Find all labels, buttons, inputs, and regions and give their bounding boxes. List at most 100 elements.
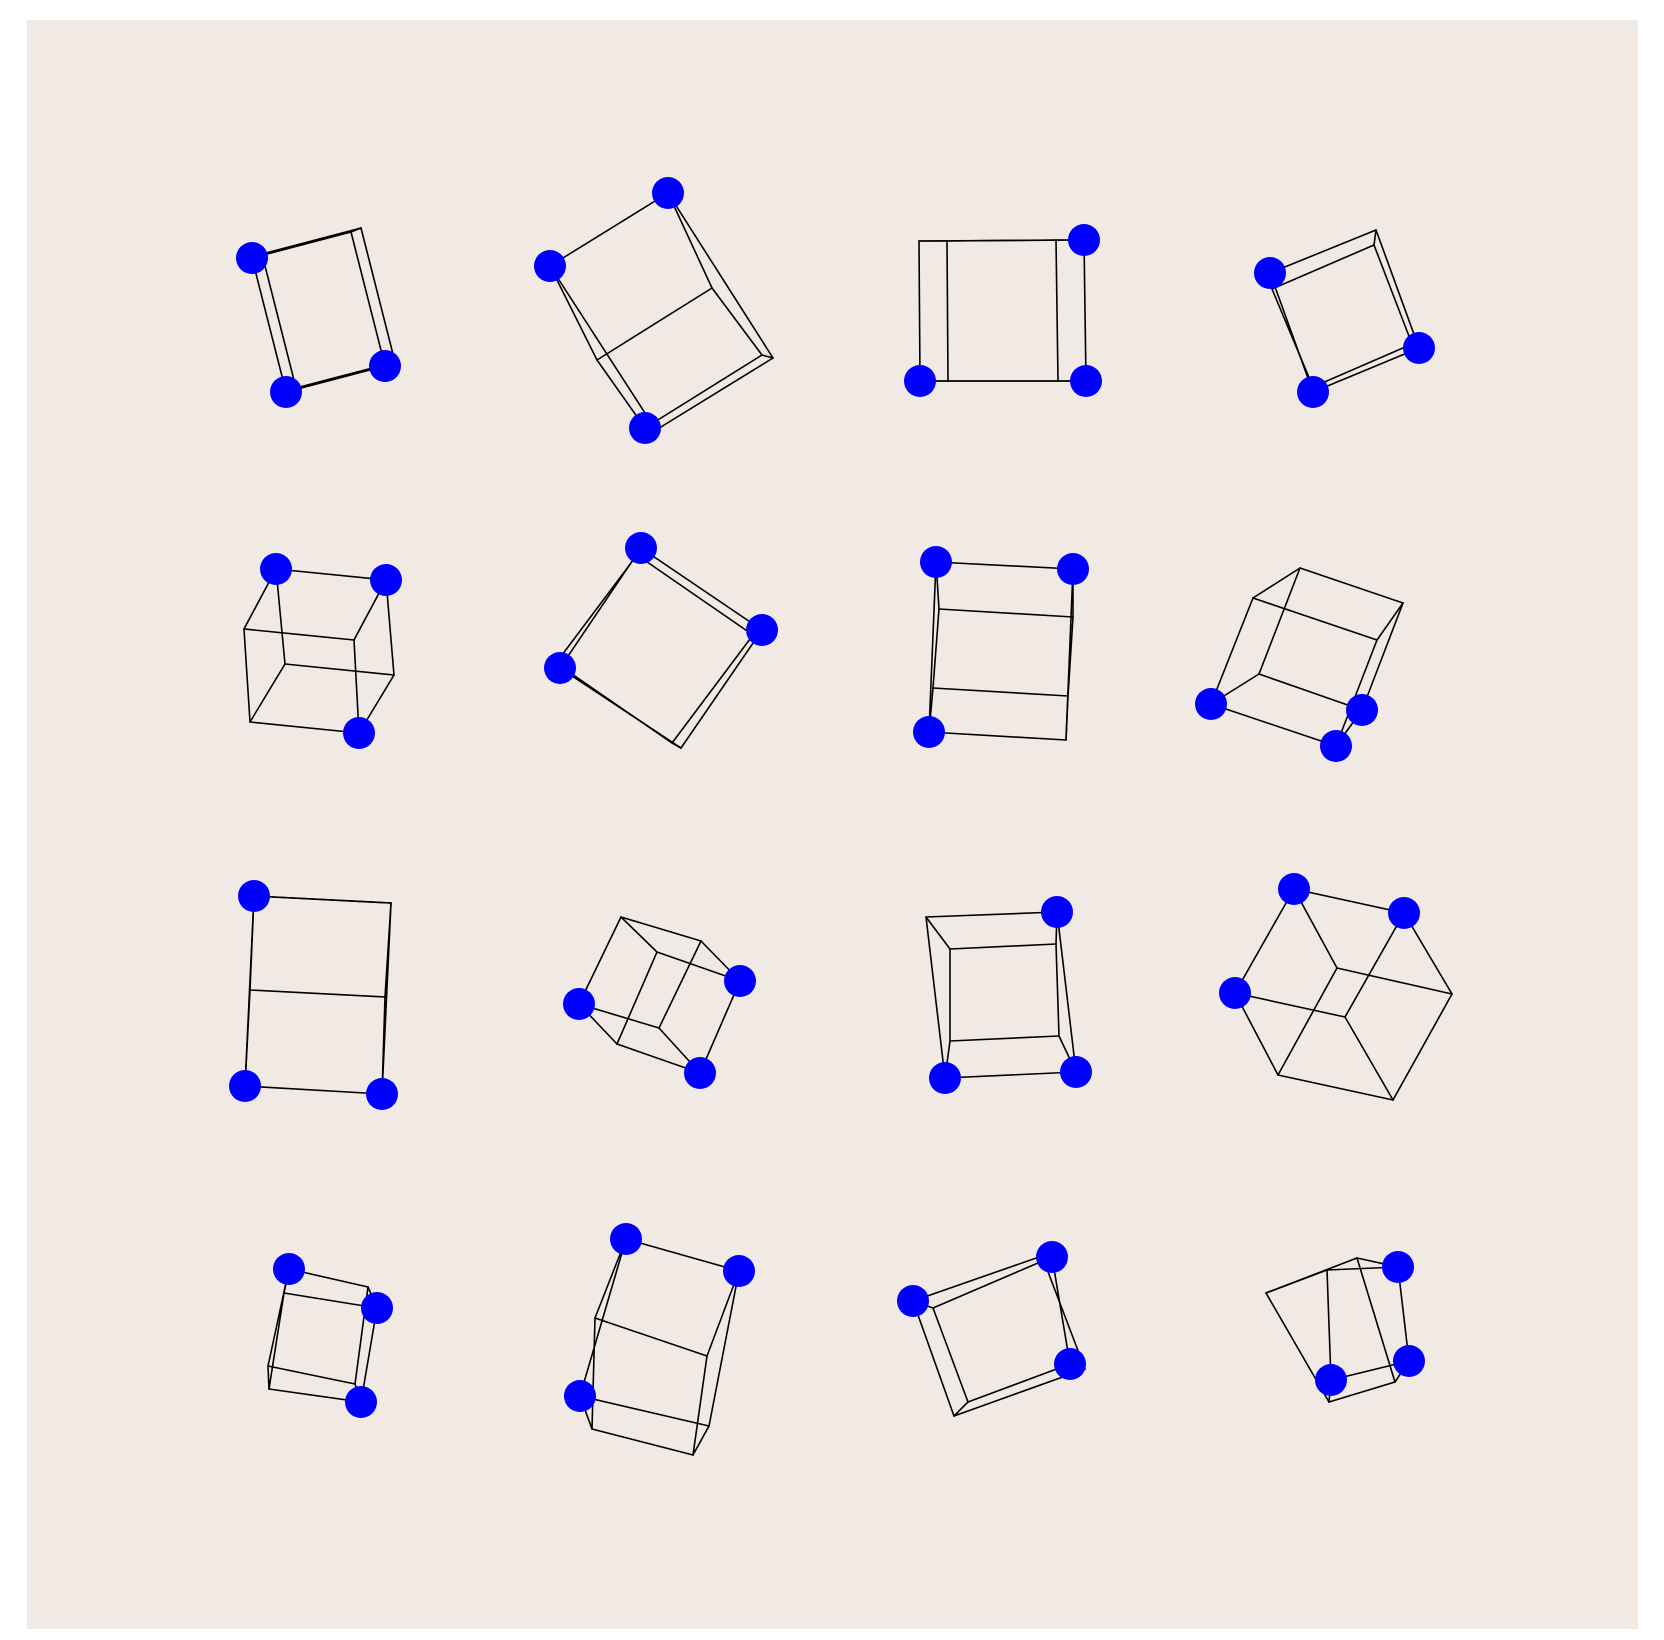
vertex-marker[interactable] (1254, 257, 1286, 289)
vertex-marker[interactable] (684, 1057, 716, 1089)
vertex-marker[interactable] (260, 553, 292, 585)
cube-edge (671, 742, 682, 749)
cube-edge (680, 629, 763, 749)
cube-edge (946, 240, 949, 382)
cube-edge (918, 240, 921, 382)
cube-edge (275, 568, 387, 581)
cube-edge (249, 663, 286, 723)
vertex-marker[interactable] (1041, 896, 1073, 928)
vertex-marker[interactable] (1195, 688, 1227, 720)
cube-edge (244, 989, 251, 1087)
vertex-marker[interactable] (897, 1285, 929, 1317)
cube-edge (932, 1256, 1053, 1309)
vertex-marker[interactable] (343, 717, 375, 749)
cube-edge (1344, 912, 1405, 1018)
vertex-marker[interactable] (273, 1253, 305, 1285)
vertex-marker[interactable] (920, 546, 952, 578)
cube-edge (1210, 703, 1337, 747)
vertex-marker[interactable] (370, 564, 402, 596)
vertex-marker[interactable] (913, 716, 945, 748)
wireframe-cube (564, 1223, 755, 1456)
vertex-marker[interactable] (1036, 1241, 1068, 1273)
vertex-marker[interactable] (366, 1078, 398, 1110)
cube-edge (1234, 888, 1295, 994)
cube-edge (1299, 567, 1404, 604)
vertex-marker[interactable] (629, 412, 661, 444)
cube-edge (1373, 229, 1377, 246)
cube-edge (243, 628, 355, 641)
cube-edge (1234, 992, 1346, 1018)
vertex-marker[interactable] (746, 614, 778, 646)
vertex-marker[interactable] (1054, 1348, 1086, 1380)
cube-edge (591, 1428, 694, 1456)
cube-edge (644, 354, 763, 429)
vertex-marker[interactable] (1057, 553, 1089, 585)
vertex-marker[interactable] (563, 988, 595, 1020)
cube-edge (350, 227, 362, 233)
vertex-marker[interactable] (229, 1070, 261, 1102)
vertex-marker[interactable] (270, 376, 302, 408)
cube-edge (284, 663, 395, 676)
cube-edge (249, 989, 386, 998)
vertex-marker[interactable] (534, 250, 566, 282)
vertex-marker[interactable] (544, 652, 576, 684)
vertex-marker[interactable] (1393, 1345, 1425, 1377)
cube-edge (692, 1355, 708, 1456)
vertex-marker[interactable] (236, 242, 268, 274)
vertex-marker[interactable] (564, 1380, 596, 1412)
cube-edge (251, 257, 287, 393)
vertex-marker[interactable] (723, 1255, 755, 1287)
vertex-marker[interactable] (1070, 365, 1102, 397)
vertex-marker[interactable] (610, 1223, 642, 1255)
vertex-marker[interactable] (625, 532, 657, 564)
cube-edge (549, 265, 657, 431)
cube-edge (268, 1292, 285, 1390)
vertex-marker[interactable] (1060, 1056, 1092, 1088)
vertex-marker[interactable] (345, 1386, 377, 1418)
vertex-marker[interactable] (1403, 332, 1435, 364)
cube-edge (1312, 347, 1420, 393)
cube-edge (658, 940, 702, 1029)
cube-edge (1067, 616, 1074, 697)
cube-edge (925, 916, 951, 950)
vertex-marker[interactable] (369, 350, 401, 382)
vertex-marker[interactable] (652, 177, 684, 209)
vertex-marker[interactable] (1382, 1251, 1414, 1283)
cube-edge (620, 916, 702, 942)
cube-edge (1335, 639, 1378, 747)
vertex-marker[interactable] (1315, 1364, 1347, 1396)
cube-edge (578, 916, 622, 1005)
cube-edge (1056, 911, 1077, 1073)
wireframe-cube (267, 1253, 393, 1418)
vertex-marker[interactable] (1346, 694, 1378, 726)
cube-edge (549, 265, 598, 361)
vertex-marker[interactable] (904, 365, 936, 397)
cube-edge (1328, 1381, 1396, 1403)
wireframe-cube (544, 532, 778, 749)
cube-edge (1293, 888, 1405, 914)
cube-edge (1269, 229, 1377, 274)
cube-edge (932, 687, 1069, 697)
cube-edge (579, 1238, 627, 1397)
cube-edge (912, 1300, 955, 1417)
vertex-marker[interactable] (929, 1062, 961, 1094)
cube-edge (594, 1317, 708, 1357)
vertex-marker[interactable] (1278, 873, 1310, 905)
cube-edge (655, 357, 774, 431)
vertex-marker[interactable] (1388, 897, 1420, 929)
vertex-marker[interactable] (1297, 376, 1329, 408)
cube-edge (938, 608, 1074, 618)
cube-edge (1376, 602, 1404, 641)
cube-edge (1271, 244, 1375, 290)
vertex-marker[interactable] (1320, 730, 1352, 762)
vertex-marker[interactable] (361, 1292, 393, 1324)
vertex-marker[interactable] (238, 880, 270, 912)
vertex-marker[interactable] (724, 965, 756, 997)
vertex-marker[interactable] (1068, 224, 1100, 256)
vertex-marker[interactable] (1219, 977, 1251, 1009)
cube-edge (944, 1071, 1077, 1079)
cube-edge (667, 192, 713, 289)
cube-edge (699, 980, 741, 1074)
cube-edge (1271, 288, 1314, 388)
wireframe-cube (1219, 873, 1453, 1101)
